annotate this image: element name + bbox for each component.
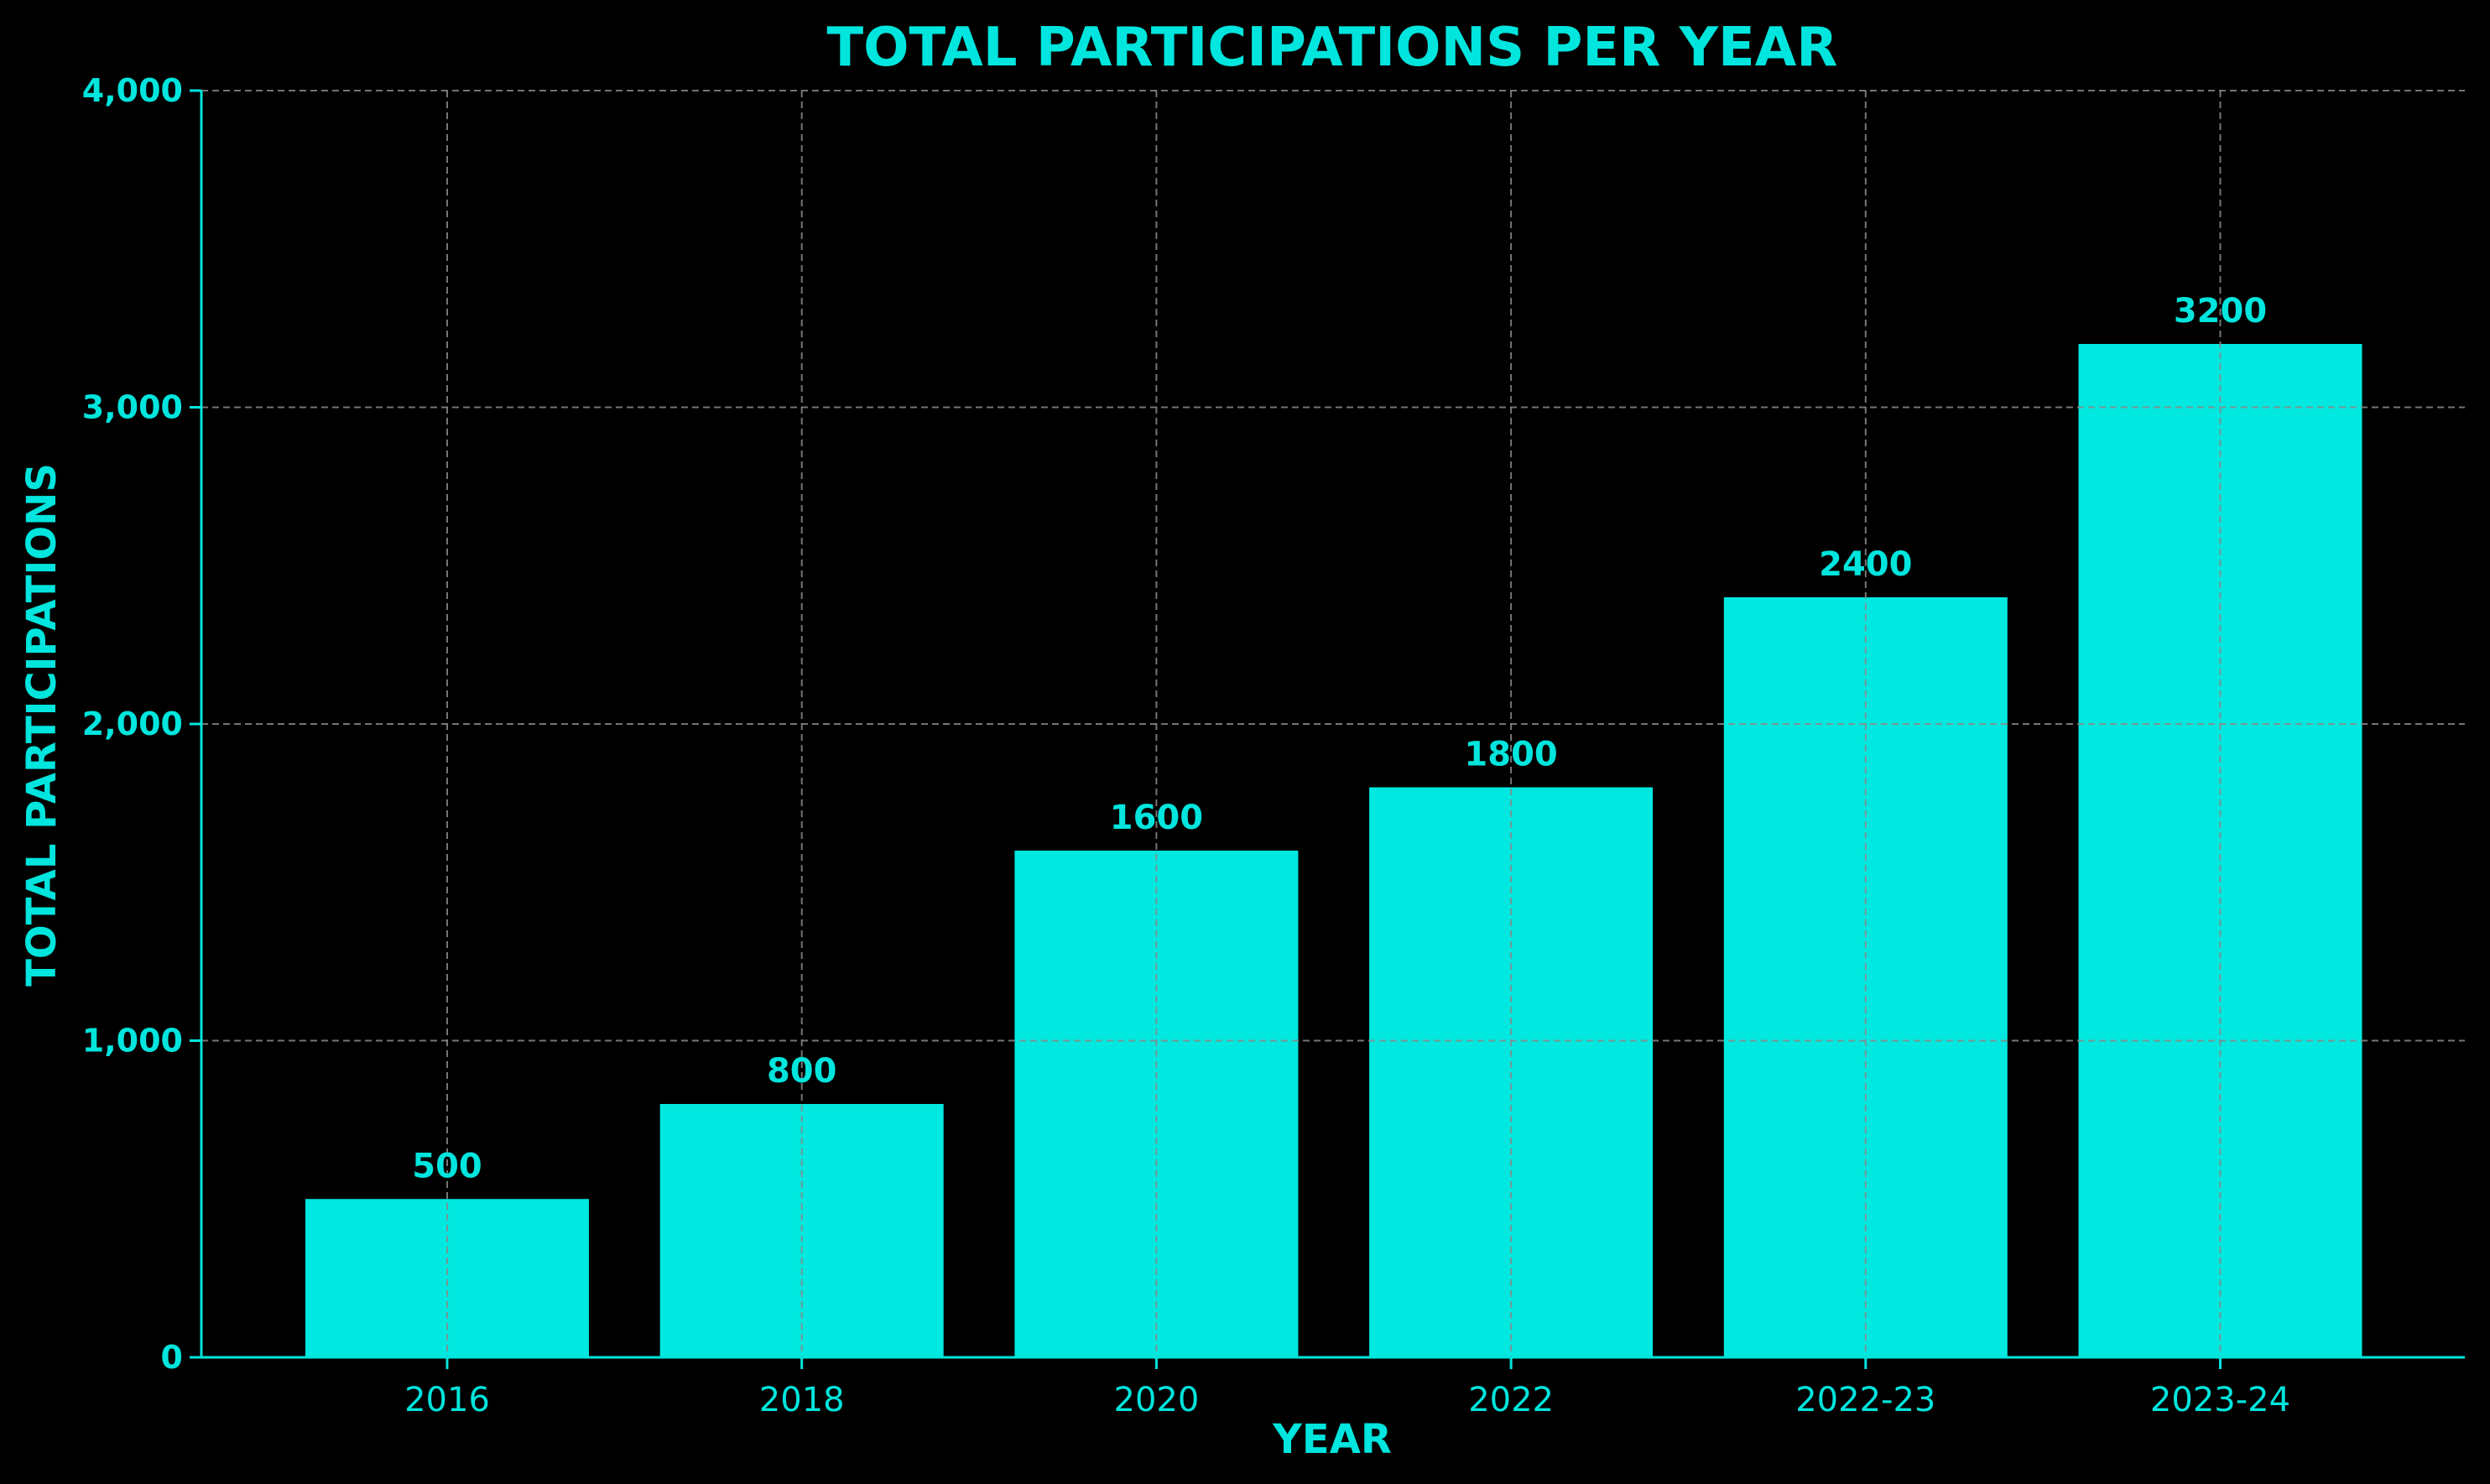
y-tick-label: 4,000 bbox=[82, 72, 183, 109]
x-tick-label: 2016 bbox=[404, 1381, 490, 1419]
y-tick-label: 2,000 bbox=[82, 706, 183, 742]
y-tick-label: 3,000 bbox=[82, 389, 183, 426]
y-axis-title: TOTAL PARTICIPATIONS bbox=[18, 463, 65, 987]
bar-value-label: 1800 bbox=[1464, 736, 1557, 774]
x-tick-label: 2022 bbox=[1468, 1381, 1554, 1419]
grid-lines bbox=[201, 90, 2465, 1357]
bar bbox=[305, 1199, 589, 1357]
x-tick-label: 2020 bbox=[1114, 1381, 1200, 1419]
chart-title: TOTAL PARTICIPATIONS PER YEAR bbox=[826, 17, 1837, 79]
x-axis-title: YEAR bbox=[1272, 1416, 1392, 1463]
x-tick-label: 2023-24 bbox=[2150, 1381, 2290, 1419]
axes bbox=[190, 89, 2465, 1369]
bar-value-label: 3200 bbox=[2174, 292, 2267, 331]
bar bbox=[2078, 344, 2362, 1357]
bar-value-label: 800 bbox=[767, 1052, 837, 1091]
y-tick-label: 0 bbox=[161, 1339, 183, 1376]
labels: 0 1,000 2,000 3,000 4,000 2016 2018 2020 2022 202… bbox=[82, 72, 2290, 1419]
x-tick-label: 2022-23 bbox=[1795, 1381, 1935, 1419]
bar-value-label: 500 bbox=[412, 1147, 482, 1185]
bar-value-label: 1600 bbox=[1110, 799, 1203, 837]
bar-value-label: 2400 bbox=[1819, 545, 1912, 584]
x-tick-label: 2018 bbox=[759, 1381, 845, 1419]
y-tick-label: 1,000 bbox=[82, 1023, 183, 1060]
